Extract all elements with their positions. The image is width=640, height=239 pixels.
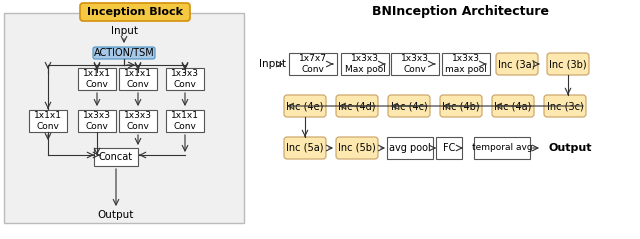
Text: Inc (3b): Inc (3b) — [549, 59, 587, 69]
Text: Inc (4b): Inc (4b) — [442, 101, 480, 111]
FancyBboxPatch shape — [289, 53, 337, 75]
Text: ACTION/TSM: ACTION/TSM — [93, 48, 154, 58]
Text: Inc (5b): Inc (5b) — [338, 143, 376, 153]
Text: Output: Output — [548, 143, 592, 153]
FancyBboxPatch shape — [387, 137, 433, 159]
Text: Inc (4d): Inc (4d) — [339, 101, 376, 111]
Text: 1x3x3
max pool: 1x3x3 max pool — [445, 54, 487, 74]
Text: 1x1x1
Conv: 1x1x1 Conv — [124, 69, 152, 89]
FancyBboxPatch shape — [492, 95, 534, 117]
FancyBboxPatch shape — [442, 53, 490, 75]
Text: 1x1x1
Conv: 1x1x1 Conv — [83, 69, 111, 89]
FancyBboxPatch shape — [94, 148, 138, 166]
Text: 1x3x3
Conv: 1x3x3 Conv — [124, 111, 152, 131]
FancyBboxPatch shape — [119, 110, 157, 132]
FancyBboxPatch shape — [474, 137, 530, 159]
Text: 1x3x3
Conv: 1x3x3 Conv — [83, 111, 111, 131]
FancyBboxPatch shape — [388, 95, 430, 117]
FancyBboxPatch shape — [80, 3, 190, 21]
Text: Inc (3a): Inc (3a) — [499, 59, 536, 69]
Text: temporal avg: temporal avg — [472, 143, 532, 152]
FancyBboxPatch shape — [78, 68, 116, 90]
FancyBboxPatch shape — [166, 110, 204, 132]
Text: avg pool: avg pool — [389, 143, 431, 153]
FancyBboxPatch shape — [4, 13, 244, 223]
FancyBboxPatch shape — [78, 110, 116, 132]
FancyBboxPatch shape — [341, 53, 389, 75]
FancyBboxPatch shape — [166, 68, 204, 90]
Text: 1x1x1
Conv: 1x1x1 Conv — [34, 111, 62, 131]
Text: FC: FC — [443, 143, 455, 153]
Text: BNInception Architecture: BNInception Architecture — [371, 5, 548, 17]
Text: Concat: Concat — [99, 152, 133, 162]
Text: Inception Block: Inception Block — [87, 7, 183, 17]
Text: Inc (4e): Inc (4e) — [286, 101, 324, 111]
Text: Inc (4c): Inc (4c) — [390, 101, 428, 111]
Text: Inc (4a): Inc (4a) — [494, 101, 532, 111]
FancyBboxPatch shape — [436, 137, 462, 159]
Text: Inc (5a): Inc (5a) — [286, 143, 324, 153]
FancyBboxPatch shape — [336, 137, 378, 159]
FancyBboxPatch shape — [440, 95, 482, 117]
Text: Inc (3c): Inc (3c) — [547, 101, 584, 111]
FancyBboxPatch shape — [93, 47, 155, 59]
Text: 1x7x7
Conv: 1x7x7 Conv — [299, 54, 327, 74]
Text: 1x3x3
Max pool: 1x3x3 Max pool — [344, 54, 385, 74]
Text: 1x3x3
Conv: 1x3x3 Conv — [171, 69, 199, 89]
FancyBboxPatch shape — [391, 53, 439, 75]
FancyBboxPatch shape — [29, 110, 67, 132]
Text: Input: Input — [111, 26, 138, 36]
FancyBboxPatch shape — [547, 53, 589, 75]
Text: 1x3x3
Conv: 1x3x3 Conv — [401, 54, 429, 74]
Text: Input: Input — [259, 59, 285, 69]
Text: Output: Output — [98, 210, 134, 220]
FancyBboxPatch shape — [496, 53, 538, 75]
Text: 1x1x1
Conv: 1x1x1 Conv — [171, 111, 199, 131]
FancyBboxPatch shape — [119, 68, 157, 90]
FancyBboxPatch shape — [544, 95, 586, 117]
FancyBboxPatch shape — [284, 95, 326, 117]
FancyBboxPatch shape — [336, 95, 378, 117]
FancyBboxPatch shape — [284, 137, 326, 159]
